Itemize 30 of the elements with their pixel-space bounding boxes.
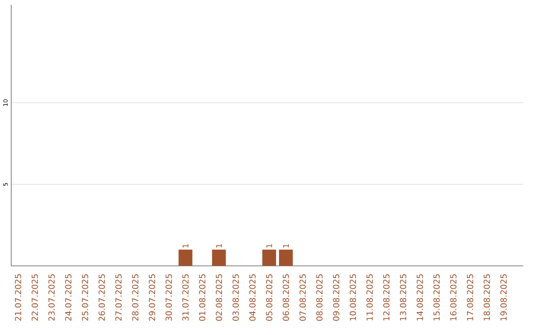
x-tick-label: 09.08.2025 [332, 274, 340, 321]
x-tick-label: 24.07.2025 [65, 274, 72, 321]
x-tick-label: 19.08.2025 [500, 274, 507, 320]
x-tick-label: 21.07.2025 [14, 274, 22, 321]
x-tick-label: 29.07.2025 [148, 274, 156, 321]
x-tick-label: 10.08.2025 [350, 274, 356, 320]
x-tick-label: 01.08.2025 [199, 274, 206, 321]
x-tick-label: 11.08.2025 [366, 274, 373, 320]
x-tick-label: 22.07.2025 [32, 274, 38, 321]
x-tick-label: 07.08.2025 [300, 274, 306, 321]
x-tick-label: 13.08.2025 [400, 274, 406, 320]
x-tick-label: 14.08.2025 [416, 274, 423, 320]
x-tick-label: 04.08.2025 [249, 274, 256, 321]
x-tick-label: 15.08.2025 [433, 274, 440, 320]
x-tick-label: 25.07.2025 [82, 274, 88, 321]
x-tick-label: 16.08.2025 [450, 274, 456, 320]
x-tick-label: 06.08.2025 [282, 274, 290, 321]
x-tick-label: 31.07.2025 [182, 274, 189, 321]
x-tick-label: 05.08.2025 [266, 274, 272, 321]
x-tick-label: 26.07.2025 [98, 274, 105, 321]
x-tick-label: 23.07.2025 [48, 274, 55, 321]
x-tick-label: 30.07.2025 [166, 274, 172, 321]
x-tick-label: 02.08.2025 [216, 274, 222, 321]
x-tick-label: 17.08.2025 [466, 274, 474, 320]
x-tick-label: 03.08.2025 [232, 274, 239, 321]
x-tick-label: 12.08.2025 [383, 274, 390, 320]
x-tick-label: 27.07.2025 [115, 274, 122, 321]
x-tick-label: 18.08.2025 [484, 274, 490, 320]
x-tick-label: 08.08.2025 [316, 274, 323, 321]
x-tick-label: 28.07.2025 [132, 274, 138, 321]
